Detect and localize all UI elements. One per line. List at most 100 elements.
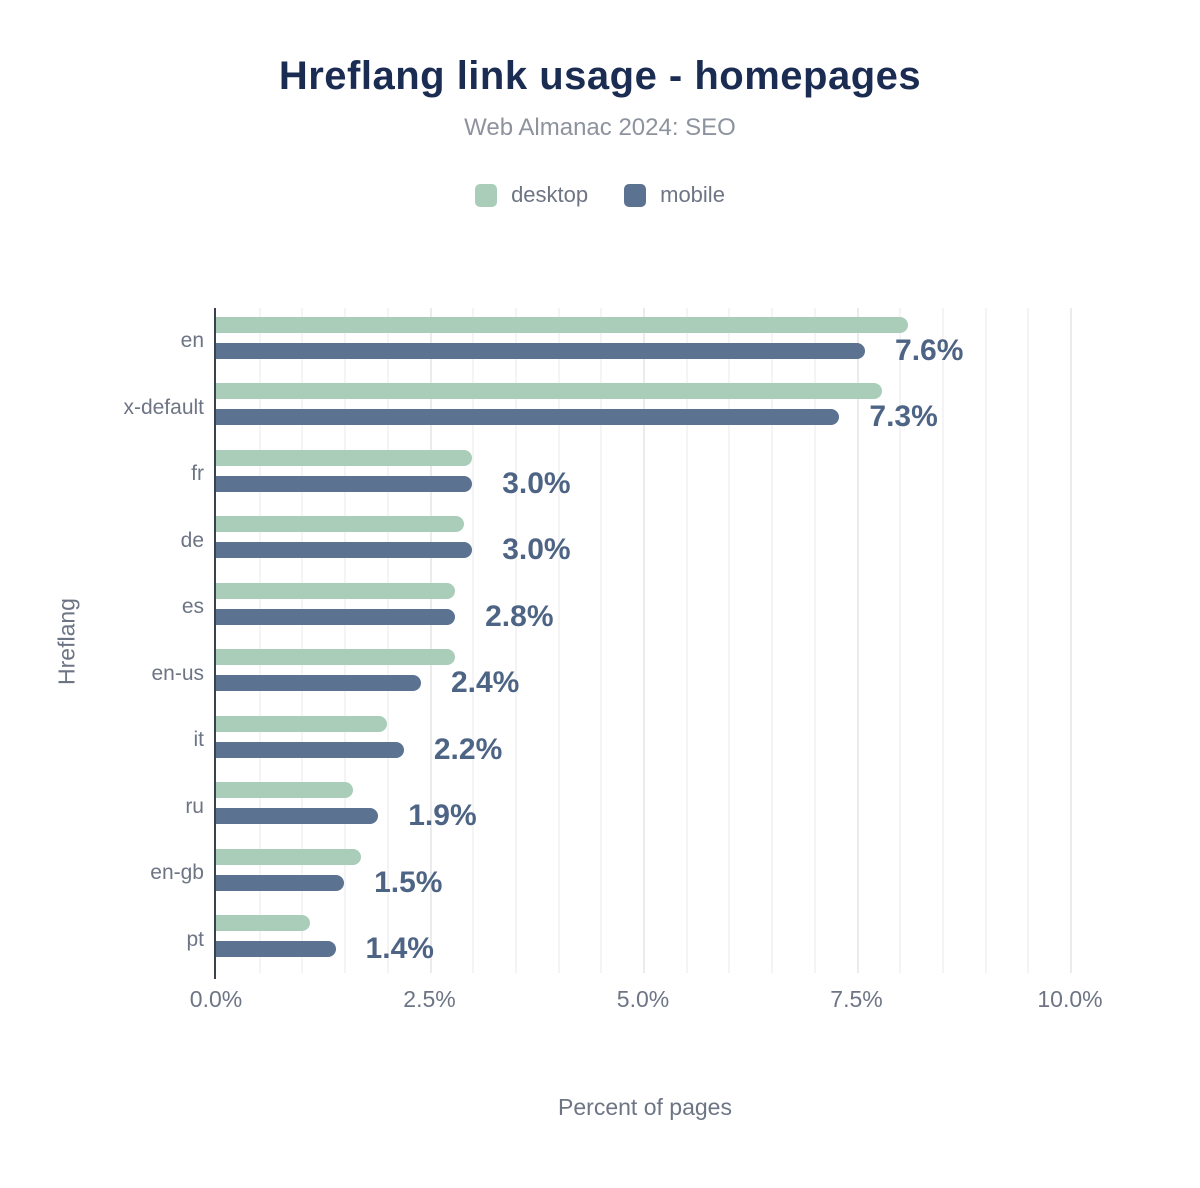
mobile-bar[interactable]: [216, 675, 421, 692]
major-gridline: [1070, 308, 1072, 973]
minor-gridline: [771, 308, 774, 973]
mobile-bar[interactable]: [216, 475, 473, 492]
minor-gridline: [941, 308, 944, 973]
bar-row: 1.5%: [216, 840, 1074, 907]
major-gridline: [429, 308, 432, 973]
y-axis-title: Hreflang: [53, 598, 80, 685]
minor-gridline: [984, 308, 987, 973]
category-label: x-default: [123, 395, 204, 419]
bar-row: 2.8%: [216, 574, 1074, 641]
mobile-bar-line: 7.6%: [216, 333, 1074, 367]
desktop-bar[interactable]: [216, 449, 473, 466]
desktop-bar[interactable]: [216, 383, 883, 400]
category-label: es: [181, 595, 204, 619]
mobile-bar[interactable]: [216, 342, 866, 359]
desktop-bar[interactable]: [216, 915, 310, 932]
category-label: de: [180, 528, 204, 552]
legend-label-mobile: mobile: [660, 182, 725, 207]
mobile-bar-line: 1.9%: [216, 801, 1074, 831]
minor-gridline: [1027, 308, 1030, 973]
category-label: en-gb: [150, 861, 204, 885]
major-gridline: [856, 308, 859, 973]
x-tick-label: 10.0%: [1037, 986, 1103, 1012]
category-label: ru: [185, 794, 204, 818]
minor-gridline: [813, 308, 816, 973]
legend-item-desktop[interactable]: desktop: [475, 182, 588, 208]
x-tick-label: 0.0%: [189, 986, 243, 1012]
desktop-bar[interactable]: [216, 649, 456, 666]
value-label: 1.9%: [408, 799, 477, 833]
mobile-bar[interactable]: [216, 608, 456, 625]
minor-gridline: [472, 308, 475, 973]
legend-item-mobile[interactable]: mobile: [624, 182, 725, 208]
value-label: 3.0%: [502, 466, 571, 500]
desktop-swatch-icon: [475, 183, 498, 207]
category-label: pt: [186, 927, 204, 951]
value-label: 2.8%: [485, 599, 554, 633]
mobile-bar-line: 1.5%: [216, 865, 1074, 899]
bar-row: 2.2%: [216, 707, 1074, 774]
mobile-swatch-icon: [624, 183, 647, 207]
desktop-bar[interactable]: [216, 582, 456, 599]
chart-title: Hreflang link usage - homepages: [278, 54, 922, 98]
minor-gridline: [685, 308, 688, 973]
value-label: 2.4%: [450, 666, 520, 700]
mobile-bar[interactable]: [216, 542, 473, 559]
value-label: 7.3%: [869, 400, 938, 434]
x-axis-ticks: 0.0% 2.5% 5.0% 7.5% 10.0%: [190, 986, 1103, 1016]
mobile-bar[interactable]: [216, 874, 345, 891]
desktop-bar[interactable]: [216, 782, 353, 799]
bar-row: 3.0%: [216, 508, 1074, 575]
y-axis-labels: en x-default fr de es en-us it ru en-gb pt: [0, 308, 204, 973]
major-gridline: [643, 308, 645, 973]
mobile-bar-line: 1.4%: [216, 934, 1074, 964]
chart-subtitle: Web Almanac 2024: SEO: [464, 114, 736, 141]
mobile-bar[interactable]: [216, 808, 379, 825]
value-label: 3.0%: [502, 533, 571, 567]
x-axis-title: Percent of pages: [558, 1094, 732, 1120]
desktop-bar[interactable]: [216, 316, 908, 333]
minor-gridline: [344, 308, 347, 973]
mobile-bar[interactable]: [216, 741, 404, 758]
legend-label-desktop: desktop: [511, 182, 589, 207]
mobile-bar-line: 2.8%: [216, 599, 1074, 633]
legend: desktop mobile: [0, 182, 1200, 208]
x-tick-label: 7.5%: [830, 986, 883, 1012]
bar-row: 1.4%: [216, 907, 1074, 974]
mobile-bar[interactable]: [216, 409, 840, 426]
bar-row: 7.3%: [216, 375, 1074, 442]
category-label: it: [193, 728, 205, 752]
x-tick-label: 5.0%: [616, 986, 670, 1012]
value-label: 1.4%: [365, 932, 434, 966]
minor-gridline: [258, 308, 261, 973]
category-label: fr: [191, 462, 204, 486]
desktop-bar[interactable]: [216, 516, 464, 533]
mobile-bar-line: 2.2%: [216, 732, 1074, 766]
category-label: en-us: [151, 661, 204, 685]
y-axis-line: [214, 308, 216, 979]
minor-gridline: [557, 308, 560, 973]
x-tick-label: 2.5%: [403, 986, 456, 1012]
desktop-bar[interactable]: [216, 848, 362, 865]
minor-gridline: [600, 308, 603, 973]
value-label: 7.6%: [895, 333, 964, 367]
mobile-bar-line: 3.0%: [216, 535, 1074, 565]
bar-row: 1.9%: [216, 774, 1074, 841]
value-label: 2.2%: [433, 732, 503, 766]
value-label: 1.5%: [374, 865, 443, 899]
minor-gridline: [301, 308, 304, 973]
bar-row: 2.4%: [216, 641, 1074, 708]
mobile-bar[interactable]: [216, 941, 336, 958]
bar-row: 7.6%: [216, 308, 1074, 375]
mobile-bar-line: 2.4%: [216, 668, 1074, 698]
minor-gridline: [728, 308, 731, 973]
minor-gridline: [514, 308, 517, 973]
category-label: en: [180, 329, 204, 353]
minor-gridline: [386, 308, 389, 973]
mobile-bar-line: 3.0%: [216, 466, 1074, 500]
mobile-bar-line: 7.3%: [216, 402, 1074, 432]
desktop-bar[interactable]: [216, 715, 387, 732]
bar-row: 3.0%: [216, 441, 1074, 508]
minor-gridline: [899, 308, 902, 973]
